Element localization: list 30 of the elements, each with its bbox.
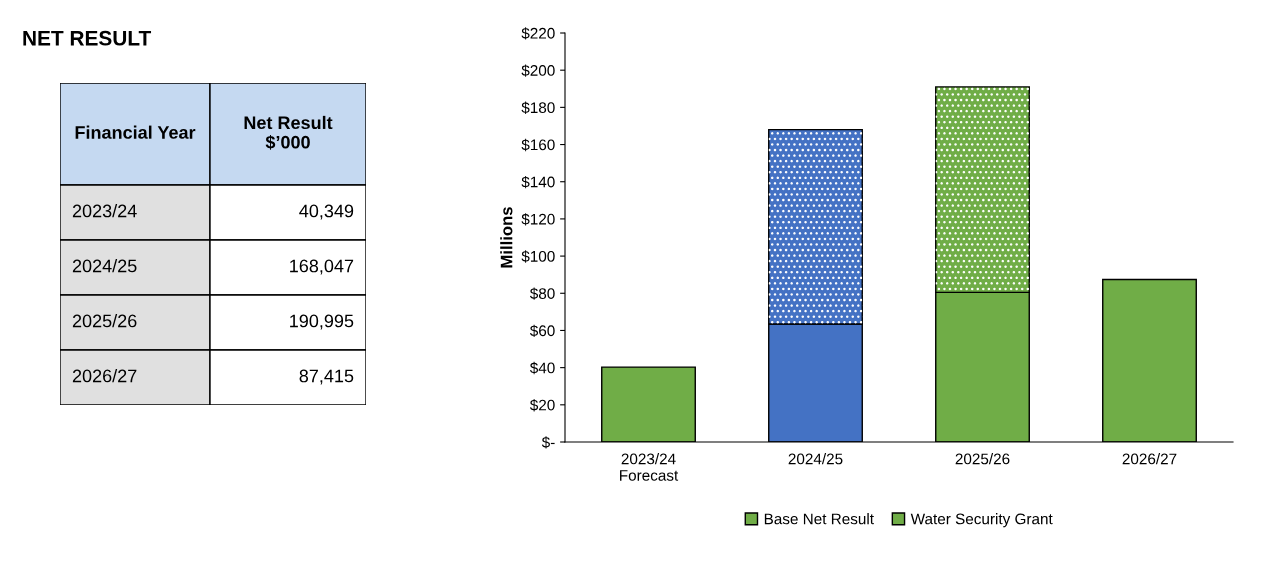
y-tick-label: $120 [521,213,555,226]
text: 40,349 [299,204,354,220]
y-tick-label: $80 [529,287,555,300]
legend-label: Base Net Result [764,513,874,525]
x-tick-label: 2026/27 [1122,453,1177,465]
y-tick-label: $200 [521,64,555,77]
x-tick-label: 2023/24 Forecast [620,453,679,481]
y-tick-label: $100 [521,250,555,263]
legend-label: Water Security Grant [910,513,1053,528]
y-tick-label: $160 [521,138,555,152]
category-label: 2023/24 [72,204,137,218]
x-tick-label: 2025/26 [955,453,1010,465]
x-tick-label: 2024/25 [788,453,843,465]
text: 87,415 [299,369,354,385]
y-tick-label: $180 [521,101,555,114]
text: 190,995 [290,314,354,330]
category-label: 2024/25 [72,259,137,273]
y-tick-label: $40 [529,361,555,375]
y-tick-label: $20 [529,399,555,412]
y-tick-label: $220 [521,27,555,40]
text: NET RESULT [23,30,152,46]
y-axis-title: Millions [500,207,513,268]
category-label: 2026/27 [72,369,137,383]
text: Financial Year [75,125,196,139]
y-tick-label: $- [541,436,555,449]
category-label: 2025/26 [72,314,137,328]
text: 168,047 [290,259,354,275]
y-tick-label: $140 [521,175,555,189]
text: Net Result $’000 [244,115,333,150]
y-tick-label: $60 [529,324,555,338]
